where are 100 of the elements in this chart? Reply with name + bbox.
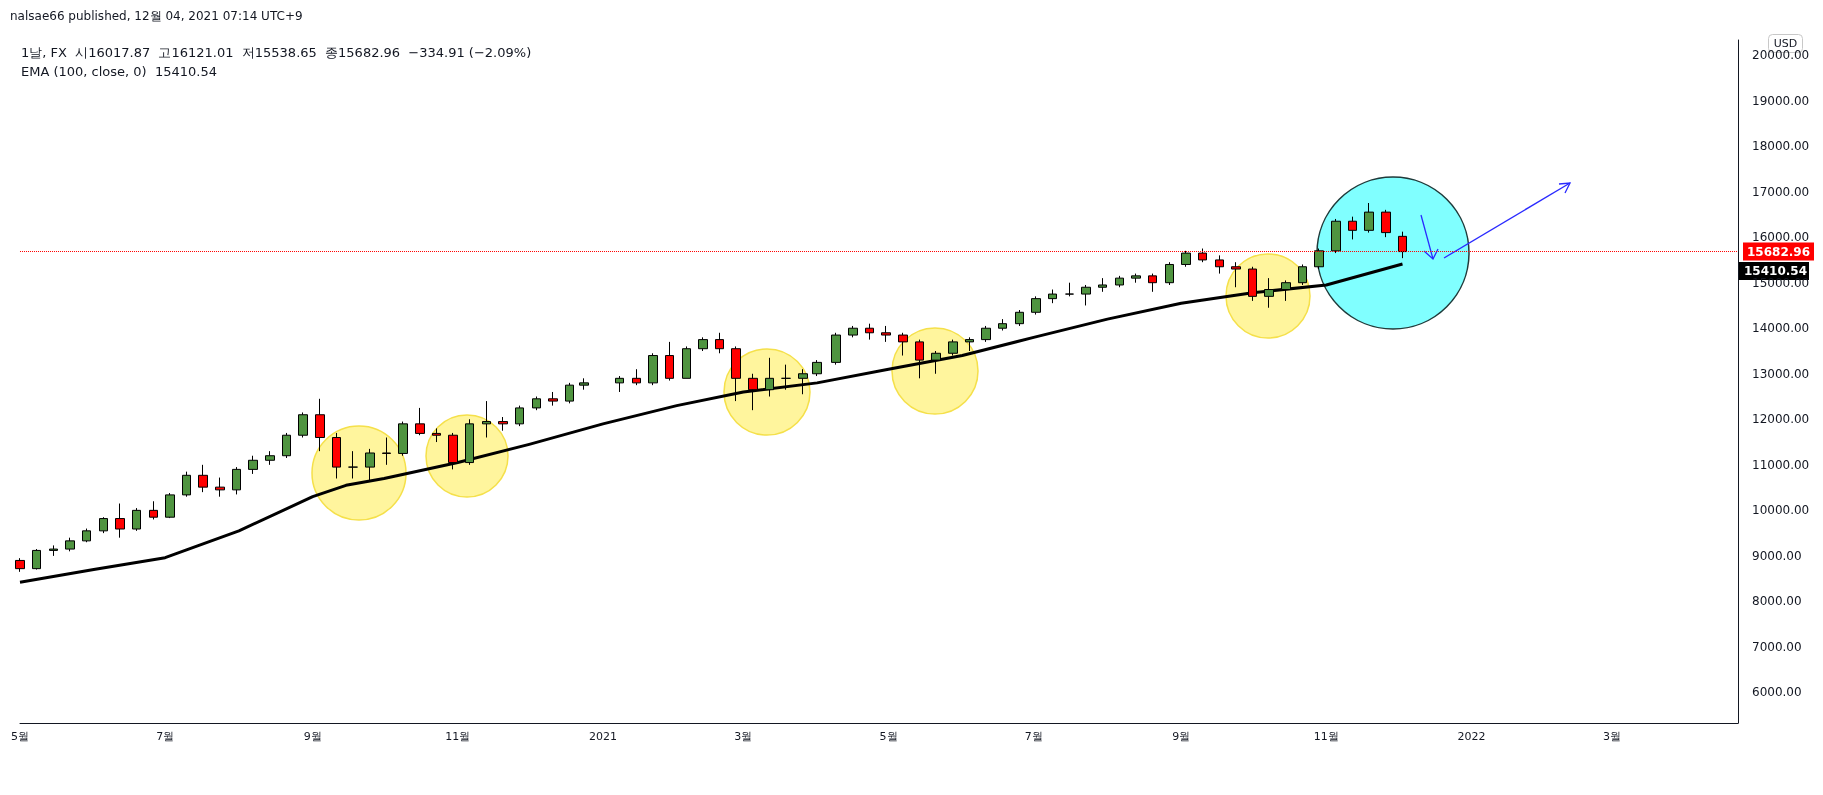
candlestick: [665, 341, 674, 382]
candlestick: [1264, 277, 1274, 309]
candlestick: [748, 373, 758, 411]
candlestick: [848, 325, 858, 338]
y-tick-label: 17000.00: [1752, 184, 1810, 199]
candlestick: [432, 427, 441, 443]
candlestick: [1165, 261, 1174, 286]
candlestick: [1031, 295, 1041, 316]
text: nalsae66 published, 12월 04, 2021 07:14 UTC+9: [10, 9, 303, 23]
candlestick: [1098, 277, 1107, 293]
candlestick: [382, 437, 391, 466]
y-tick-label: 8000.00: [1752, 594, 1802, 609]
candlestick: [948, 339, 958, 357]
candlestick: [482, 400, 491, 439]
candlestick: [548, 391, 558, 407]
y-tick-label: 15000.00: [1752, 275, 1810, 290]
candlestick: [65, 537, 75, 552]
candlestick: [132, 507, 141, 532]
candlestick: [398, 421, 408, 457]
candlestick: [565, 382, 574, 404]
candlestick: [682, 345, 691, 379]
candlestick: [965, 336, 974, 352]
candlestick: [1081, 284, 1091, 306]
y-tick-label: 19000.00: [1752, 93, 1810, 108]
candlestick: [232, 466, 241, 495]
candlestick: [1115, 275, 1124, 288]
candlestick: [1131, 273, 1141, 284]
x-tick-label: 5월: [879, 730, 898, 743]
candlestick: [282, 432, 291, 459]
x-tick-label: 11월: [1313, 730, 1339, 743]
x-tick-label: 5월: [11, 730, 29, 743]
y-tick-label: 16000.00: [1752, 230, 1810, 245]
candlestick: [115, 503, 125, 539]
candlestick: [448, 432, 458, 470]
candlestick: [49, 544, 58, 557]
candlestick: [1065, 282, 1074, 297]
y-tick-label: 6000.00: [1752, 685, 1802, 700]
x-tick-label: 9월: [1172, 730, 1191, 743]
candlestick: [32, 548, 41, 571]
candlestick: [898, 332, 908, 357]
y-tick-label: 18000.00: [1752, 139, 1810, 154]
candlestick: [698, 336, 708, 352]
y-tick-label: 10000.00: [1752, 503, 1810, 518]
line-series: [18, 262, 1404, 584]
candlestick: [99, 516, 108, 534]
candlestick: [365, 448, 375, 482]
y-tick-label: 13000.00: [1752, 366, 1810, 381]
candlestick: [532, 396, 541, 411]
candlestick: [615, 375, 624, 393]
candlestick: [931, 350, 941, 375]
candlestick: [348, 450, 358, 479]
candlestick: [765, 357, 774, 398]
candlestick: [865, 323, 874, 341]
text: EMA (100, close, 0) 15410.54: [21, 64, 217, 79]
candlestick: [1381, 209, 1391, 238]
candlestick: [1231, 261, 1241, 288]
candlestick: [981, 325, 991, 343]
candlestick: [415, 407, 425, 436]
candlestick: [1364, 202, 1374, 234]
candlestick: [1314, 248, 1324, 270]
x-tick-label: 2021: [588, 730, 617, 743]
candlestick: [1181, 250, 1191, 268]
x-tick-label: 11월: [445, 730, 471, 743]
candlestick: [248, 455, 258, 475]
chart-title: 1날, FX 시16017.87 고16121.01 저15538.65 종15682.96 −334.91 (−2.09%): [21, 45, 532, 60]
candlestick: [579, 377, 589, 391]
candlestick: [1281, 279, 1291, 302]
y-tick-label: 14000.00: [1752, 321, 1810, 336]
candlestick: [715, 332, 724, 354]
y-tick-label: 12000.00: [1752, 412, 1810, 427]
candlestick: [82, 528, 91, 543]
candlestick: [332, 432, 341, 479]
candlestick: [1348, 216, 1357, 240]
y-tick-label: 7000.00: [1752, 639, 1802, 654]
text: 15410.54: [1744, 264, 1808, 278]
candlestick: [15, 557, 25, 573]
candlestick: [215, 477, 225, 498]
candlestick: [149, 500, 158, 520]
x-tick-label: 2022: [1457, 730, 1486, 743]
candlestick: [1048, 289, 1057, 304]
y-tick-label: 20000.00: [1752, 48, 1810, 63]
candlestick: [498, 416, 508, 432]
candlestick: [1015, 309, 1024, 327]
candlestick: [632, 368, 641, 386]
candlestick: [781, 364, 791, 391]
candlestick: [298, 411, 308, 439]
candlestick: [1331, 218, 1341, 254]
candlestick: [831, 332, 841, 366]
candlestick: [1148, 273, 1157, 293]
candlestick: [465, 418, 474, 466]
candlestick: [315, 398, 325, 452]
x-tick-label: 3월: [734, 730, 753, 743]
candlestick: [998, 318, 1007, 331]
x-tick-label: 3월: [1602, 730, 1621, 743]
ref-line-label: 15682.96: [1747, 244, 1811, 259]
x-tick-label: 7월: [1024, 730, 1043, 743]
text: USD: [1773, 37, 1798, 50]
x-tick-label: 9월: [303, 730, 322, 743]
y-tick-label: 11000.00: [1752, 457, 1810, 472]
candlestick: [731, 345, 741, 402]
